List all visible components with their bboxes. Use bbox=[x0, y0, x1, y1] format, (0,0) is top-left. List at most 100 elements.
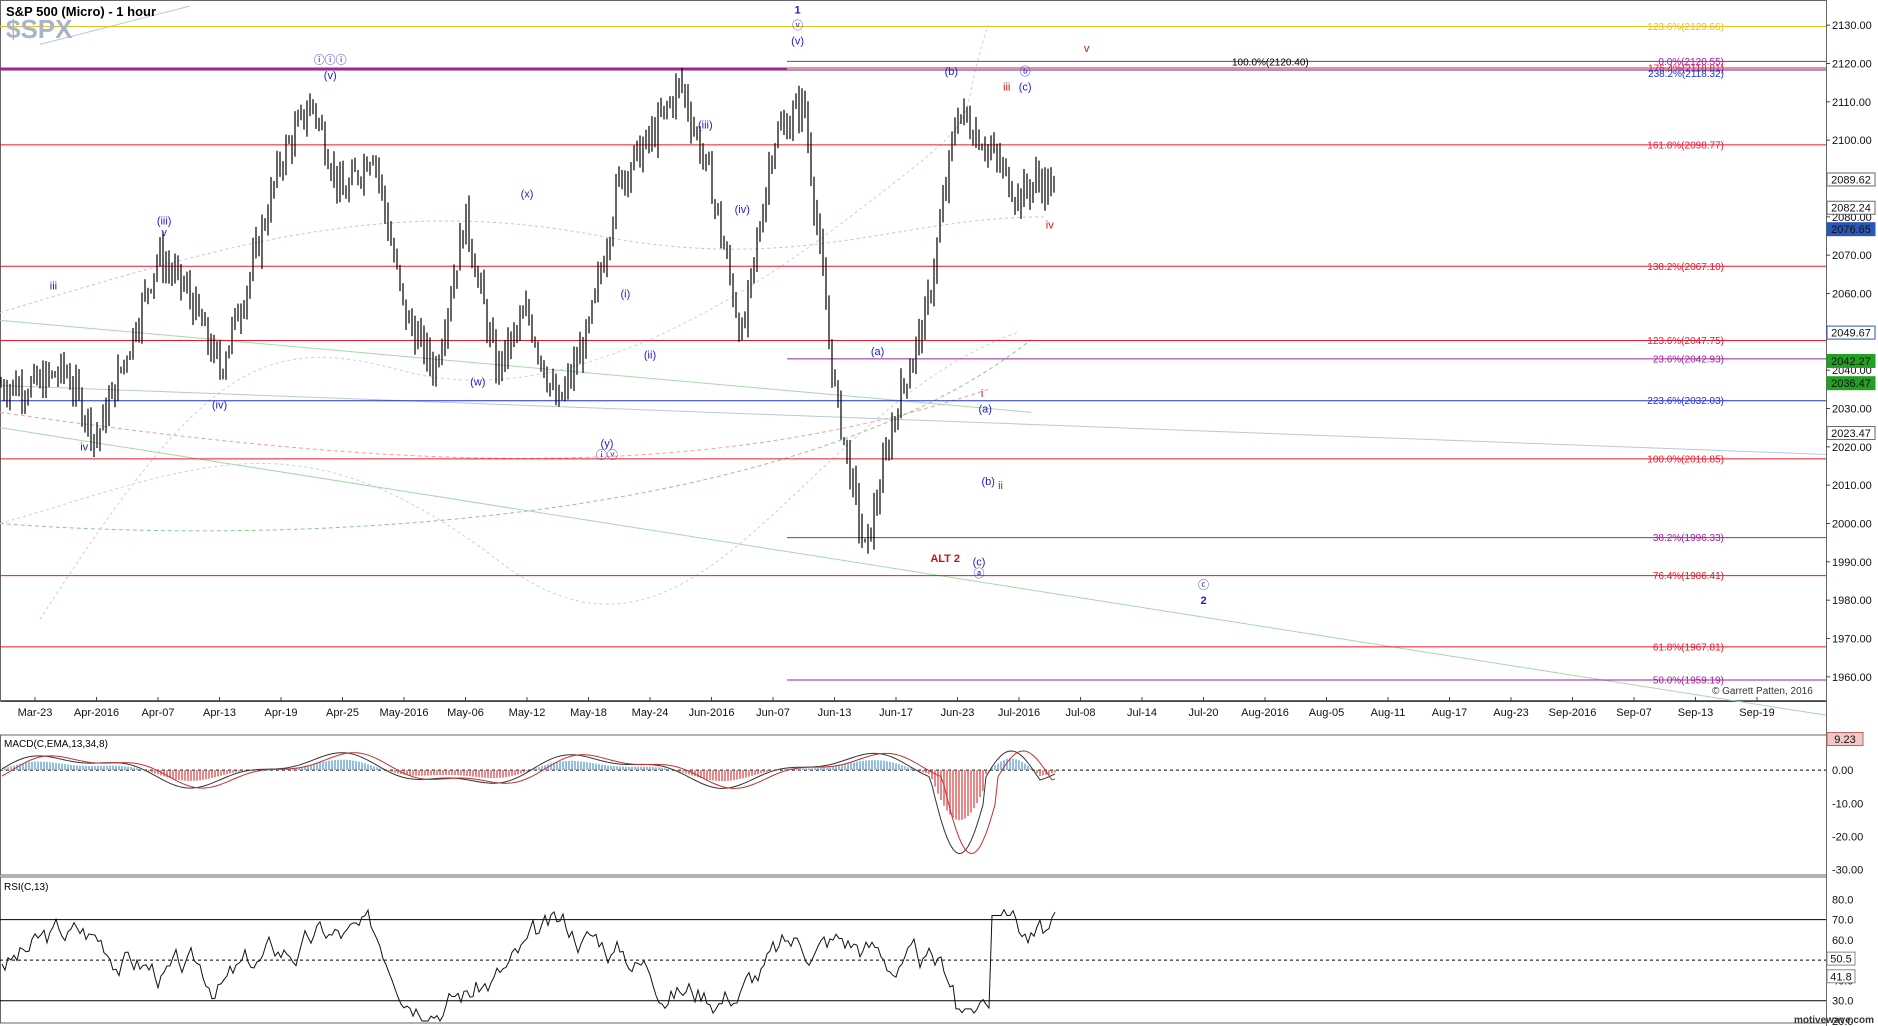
wave-label: ALT 2 bbox=[930, 553, 960, 565]
fib-level-label: 100.0%(2016.85) bbox=[1647, 454, 1724, 465]
price-bars-layer bbox=[0, 67, 1055, 554]
fibonacci-levels-layer: 123.6%(2129.66) 0.0%(2120.55)176.4%(2118.… bbox=[0, 22, 1826, 686]
wave-label: (a) bbox=[871, 346, 884, 358]
fib-level-label: 161.8%(2098.77) bbox=[1647, 140, 1724, 151]
date-axis-label: Aug-17 bbox=[1432, 707, 1467, 719]
wave-label: v bbox=[161, 227, 167, 239]
date-axis-label: Jul-14 bbox=[1127, 707, 1157, 719]
fib-level-label: 123.6%(2047.75) bbox=[1647, 336, 1724, 347]
date-axis-label: May-18 bbox=[570, 707, 607, 719]
date-axis-label: Jun-2016 bbox=[689, 707, 735, 719]
brand-footer: motivewave.com bbox=[1794, 1015, 1874, 1026]
price-axis-label: 2070.00 bbox=[1832, 250, 1872, 262]
price-axis[interactable]: 1960.00 1970.00 1980.00 1990.00 2000.00 2010.… bbox=[1826, 20, 1872, 684]
date-axis-label: May-24 bbox=[632, 707, 669, 719]
date-axis-label: Apr-2016 bbox=[74, 707, 119, 719]
macd-panel-frame bbox=[0, 734, 1827, 876]
macd-axis-label: -30.00 bbox=[1832, 865, 1863, 877]
date-axis-label: Mar-23 bbox=[18, 707, 53, 719]
date-axis-label: Jul-20 bbox=[1189, 707, 1219, 719]
wave-label: iii bbox=[50, 281, 57, 293]
wave-label: (v) bbox=[791, 35, 804, 47]
wave-label: (y) bbox=[601, 438, 614, 450]
wave-label: 2 bbox=[1200, 595, 1206, 607]
macd-axis-label: -20.00 bbox=[1832, 832, 1863, 844]
date-axis-label: Apr-13 bbox=[203, 707, 236, 719]
date-axis-label: May-06 bbox=[447, 707, 484, 719]
wave-label: iv bbox=[80, 442, 88, 454]
price-tag bbox=[1826, 200, 1876, 215]
price-tag bbox=[1826, 376, 1876, 391]
chart-title: S&P 500 (Micro) - 1 hour bbox=[6, 4, 156, 19]
date-axis-label: Aug-11 bbox=[1371, 707, 1406, 719]
price-axis-label: 2100.00 bbox=[1832, 135, 1872, 147]
price-tag-label: 2076.65 bbox=[1831, 224, 1871, 236]
price-tag bbox=[1826, 325, 1876, 340]
wave-label: iv bbox=[1046, 219, 1054, 231]
rsi-title: RSI(C,13) bbox=[4, 882, 48, 893]
moving-averages-layer bbox=[0, 25, 1044, 620]
date-axis-label: May-2016 bbox=[380, 707, 429, 719]
wave-label: ⓥ bbox=[792, 19, 803, 32]
date-axis-label: Apr-19 bbox=[264, 707, 297, 719]
price-axis-label: 1990.00 bbox=[1832, 557, 1872, 569]
rsi-value-tag bbox=[1826, 951, 1856, 966]
price-tag bbox=[1826, 353, 1876, 368]
fib-level-label: 50.0%(1959.19) bbox=[1653, 675, 1724, 686]
price-axis-label: 1970.00 bbox=[1832, 634, 1872, 646]
macd-indicator: -30.00 -20.00 -10.00 0.00 9.23 bbox=[0, 732, 1864, 877]
price-axis-label: 2030.00 bbox=[1832, 404, 1872, 416]
rsi-axis-label: 80.0 bbox=[1832, 894, 1853, 906]
rsi-line bbox=[1, 908, 1056, 1023]
main-panel-frame bbox=[0, 0, 1827, 701]
price-tag-label: 2036.47 bbox=[1831, 378, 1871, 390]
price-axis-label: 2060.00 bbox=[1832, 289, 1872, 301]
fib-level-label: 0.0%(2120.55) bbox=[1658, 57, 1724, 68]
date-axis-label: Aug-05 bbox=[1309, 707, 1344, 719]
macd-title: MACD(C,EMA,13,34,8) bbox=[4, 739, 108, 750]
date-axis-label: Sep-07 bbox=[1616, 707, 1651, 719]
price-tag bbox=[1826, 222, 1876, 237]
macd-axis-label: 0.00 bbox=[1832, 765, 1853, 777]
fib-level-label: 76.4%(1986.41) bbox=[1653, 571, 1724, 582]
price-tag bbox=[1826, 172, 1876, 187]
price-axis-label: 1960.00 bbox=[1832, 672, 1872, 684]
date-axis-label: Jun-07 bbox=[756, 707, 790, 719]
price-axis-label: 2040.00 bbox=[1832, 365, 1872, 377]
wave-label: (b) bbox=[945, 66, 958, 78]
fib-level-label: 123.6%(2129.66) bbox=[1647, 22, 1724, 33]
macd-value-tag bbox=[1826, 732, 1864, 747]
price-axis-label: 2120.00 bbox=[1832, 59, 1872, 71]
moving-average-blue bbox=[0, 216, 1044, 314]
wave-labels-layer: iiiiv(iii)v(iv)ⓘⓘⓘ(v)(x)(w)(y)ⓘⓥ(i)(ii)(… bbox=[50, 5, 1209, 607]
wave-label: (b) bbox=[982, 476, 995, 488]
date-axis-label: Sep-13 bbox=[1678, 707, 1713, 719]
fib-level-label: 238.2%(2118.32) bbox=[1648, 69, 1724, 80]
date-axis-label: Aug-23 bbox=[1493, 707, 1528, 719]
rsi-axis-label: 20.0 bbox=[1832, 1016, 1853, 1026]
date-axis-label: Apr-25 bbox=[326, 707, 359, 719]
fib-level-label: 176.4%(2118.81) bbox=[1648, 64, 1724, 75]
wave-label: (v) bbox=[324, 70, 337, 82]
trend-lines-layer bbox=[0, 5, 1827, 716]
wave-label: (i) bbox=[621, 288, 631, 300]
trend-line-middle bbox=[0, 319, 1032, 413]
date-axis-label: Jun-17 bbox=[879, 707, 913, 719]
wave-label: (iv) bbox=[212, 400, 227, 412]
price-axis-label: 2020.00 bbox=[1832, 442, 1872, 454]
price-axis-label: 2000.00 bbox=[1832, 519, 1872, 531]
copyright-note: © Garrett Patten, 2016 bbox=[1712, 686, 1813, 697]
bollinger-upper bbox=[39, 25, 989, 620]
macd-axis-label: -10.00 bbox=[1832, 798, 1863, 810]
wave-label: (iii) bbox=[157, 216, 172, 228]
macd-value-label: 9.23 bbox=[1834, 734, 1855, 746]
fib-level-label: 138.2%(2067.10) bbox=[1647, 262, 1724, 273]
price-tag-label: 2049.67 bbox=[1831, 328, 1871, 340]
wave-label: (x) bbox=[521, 189, 534, 201]
date-axis-label: Sep-19 bbox=[1739, 707, 1774, 719]
rsi-panel-frame bbox=[0, 876, 1827, 1024]
date-axis[interactable]: Mar-23 Apr-2016 Apr-07 Apr-13 Apr-19 Apr-25 Ma… bbox=[18, 697, 1775, 719]
wave-label: (c) bbox=[973, 557, 986, 569]
rsi-value-tag bbox=[1826, 969, 1856, 984]
